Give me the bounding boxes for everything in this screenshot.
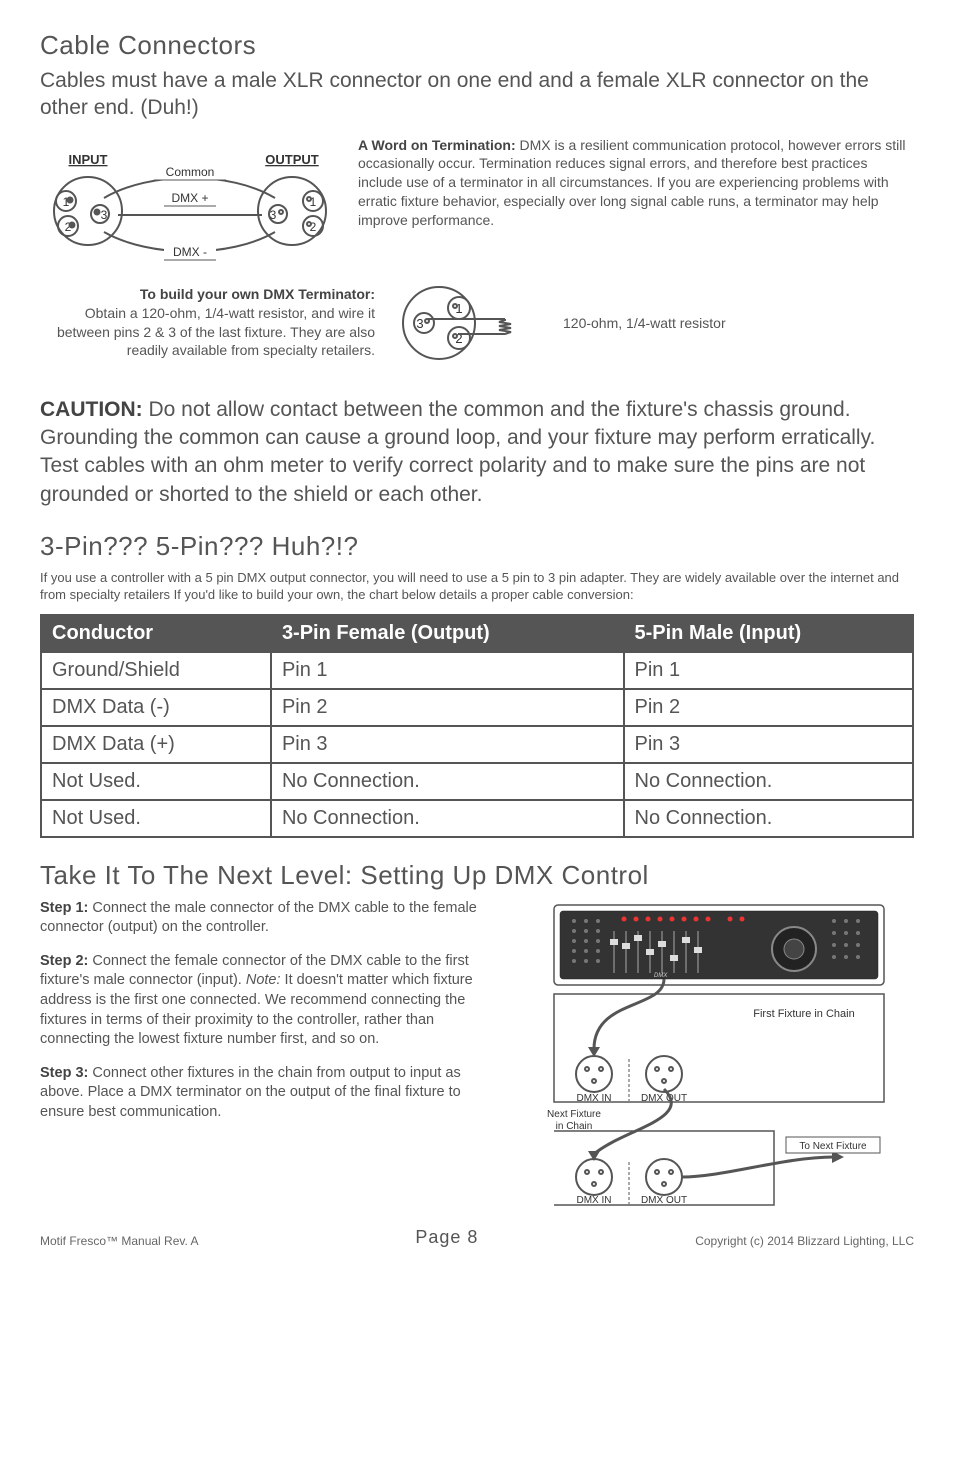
xlr-dmx-plus-label: DMX +	[171, 191, 208, 205]
step2-note-heading: Note:	[246, 972, 281, 988]
step2-heading: Step 2:	[40, 953, 88, 969]
svg-text:3: 3	[101, 208, 108, 222]
xlr-dmx-minus-label: DMX -	[173, 245, 207, 259]
dmx-step-1: Step 1: Connect the male connector of th…	[40, 899, 500, 938]
next-fixture-label-1: Next Fixture	[547, 1109, 601, 1120]
caution-body: Do not allow contact between the common …	[40, 398, 875, 506]
terminator-build-text: To build your own DMX Terminator: Obtain…	[40, 285, 375, 361]
cable-connectors-intro: Cables must have a male XLR connector on…	[40, 67, 914, 122]
table-row: DMX Data (+) Pin 3 Pin 3	[41, 726, 913, 763]
terminator-build-body: Obtain a 120-ohm, 1/4-watt resistor, and…	[57, 305, 375, 359]
footer-right: Copyright (c) 2014 Blizzard Lighting, LL…	[695, 1234, 914, 1248]
table-cell: Not Used.	[41, 800, 271, 837]
table-cell: DMX Data (+)	[41, 726, 271, 763]
table-cell: No Connection.	[624, 763, 914, 800]
xlr-termination-row: 1 2 3 1 2 3 INPUT OUTPUT	[40, 136, 914, 266]
pin-conversion-table: Conductor 3-Pin Female (Output) 5-Pin Ma…	[40, 614, 914, 838]
pin-table-header: 3-Pin Female (Output)	[271, 615, 624, 652]
termination-paragraph: A Word on Termination: DMX is a resilien…	[358, 136, 914, 266]
table-cell: No Connection.	[271, 800, 624, 837]
termination-heading: A Word on Termination:	[358, 137, 516, 153]
caution-heading: CAUTION:	[40, 398, 143, 421]
resistor-label: 120-ohm, 1/4-watt resistor	[563, 315, 726, 331]
terminator-row: To build your own DMX Terminator: Obtain…	[40, 278, 914, 368]
table-cell: Ground/Shield	[41, 652, 271, 689]
pin-adapter-note: If you use a controller with a 5 pin DMX…	[40, 570, 914, 604]
dmx-out-label-1: DMX OUT	[641, 1093, 687, 1104]
table-row: Not Used. No Connection. No Connection.	[41, 763, 913, 800]
cable-connectors-heading: Cable Connectors	[40, 30, 914, 61]
table-cell: Not Used.	[41, 763, 271, 800]
dmx-chain-diagram: DMX First Fixture in Chain DMX IN DMX OU…	[524, 899, 914, 1209]
step3-body: Connect other fixtures in the chain from…	[40, 1065, 461, 1120]
dmx-steps: Step 1: Connect the male connector of th…	[40, 899, 500, 1137]
table-cell: No Connection.	[624, 800, 914, 837]
dmx-in-label-1: DMX IN	[577, 1093, 612, 1104]
dmx-step-2: Step 2: Connect the female connector of …	[40, 952, 500, 1050]
pin-table-header: Conductor	[41, 615, 271, 652]
table-cell: Pin 1	[624, 652, 914, 689]
xlr-output-label: OUTPUT	[265, 152, 319, 167]
terminator-build-heading: To build your own DMX Terminator:	[140, 286, 375, 302]
svg-text:3: 3	[270, 208, 277, 222]
first-fixture-label: First Fixture in Chain	[753, 1008, 854, 1020]
table-cell: No Connection.	[271, 763, 624, 800]
table-cell: DMX Data (-)	[41, 689, 271, 726]
step1-body: Connect the male connector of the DMX ca…	[40, 900, 477, 936]
dmx-step-3: Step 3: Connect other fixtures in the ch…	[40, 1064, 500, 1123]
xlr-common-label: Common	[166, 165, 215, 179]
footer-left: Motif Fresco™ Manual Rev. A	[40, 1234, 199, 1248]
step1-heading: Step 1:	[40, 900, 88, 916]
page-footer: Motif Fresco™ Manual Rev. A Page 8 Copyr…	[40, 1227, 914, 1248]
terminator-diagram: 1 2 3	[389, 278, 549, 368]
dmx-setup-section: Step 1: Connect the male connector of th…	[40, 899, 914, 1209]
table-cell: Pin 3	[271, 726, 624, 763]
step3-heading: Step 3:	[40, 1065, 88, 1081]
table-row: Ground/Shield Pin 1 Pin 1	[41, 652, 913, 689]
dmx-out-label-2: DMX OUT	[641, 1195, 687, 1206]
pin-table-header: 5-Pin Male (Input)	[624, 615, 914, 652]
pin-heading: 3-Pin??? 5-Pin??? Huh?!?	[40, 531, 914, 562]
caution-paragraph: CAUTION: Do not allow contact between th…	[40, 396, 914, 509]
dmx-setup-heading: Take It To The Next Level: Setting Up DM…	[40, 860, 914, 891]
table-cell: Pin 2	[271, 689, 624, 726]
footer-page-number: Page 8	[415, 1227, 478, 1248]
to-next-fixture-label: To Next Fixture	[799, 1141, 867, 1152]
xlr-connector-diagram: 1 2 3 1 2 3 INPUT OUTPUT	[40, 136, 340, 266]
table-cell: Pin 1	[271, 652, 624, 689]
table-row: Not Used. No Connection. No Connection.	[41, 800, 913, 837]
dmx-in-label-2: DMX IN	[577, 1195, 612, 1206]
table-cell: Pin 2	[624, 689, 914, 726]
svg-text:3: 3	[416, 316, 423, 331]
table-row: DMX Data (-) Pin 2 Pin 2	[41, 689, 913, 726]
xlr-input-label: INPUT	[69, 152, 108, 167]
table-cell: Pin 3	[624, 726, 914, 763]
svg-text:DMX: DMX	[654, 973, 668, 979]
